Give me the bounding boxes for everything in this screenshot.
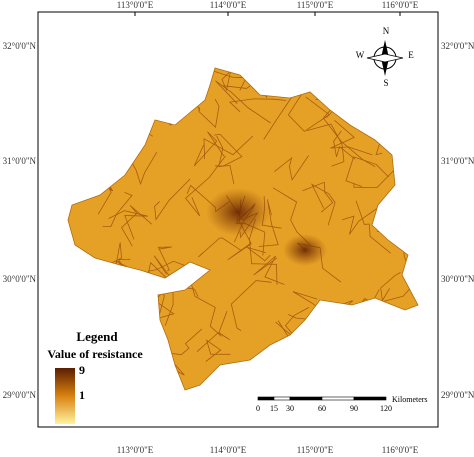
legend-ramp (55, 368, 75, 424)
compass: N S W E (356, 26, 415, 88)
scale-label: 0 (256, 404, 260, 413)
compass-s: S (383, 78, 388, 88)
lat-label-left: 29°0'0"N (3, 390, 37, 400)
lat-label-right: 30°0'0"N (441, 274, 474, 284)
compass-w: W (356, 50, 365, 60)
lon-label-top: 113°0'0"E (117, 0, 154, 10)
lat-label-left: 32°0'0"N (3, 41, 37, 51)
lon-label-top: 116°0'0"E (382, 0, 419, 10)
scale-label: 90 (350, 404, 358, 413)
compass-e: E (408, 50, 414, 60)
lon-label-top: 115°0'0"E (297, 0, 334, 10)
lat-label-left: 30°0'0"N (3, 274, 37, 284)
lon-label-bottom: 116°0'0"E (382, 445, 419, 455)
lat-label-left: 31°0'0"N (3, 156, 37, 166)
scale-segment (353, 396, 387, 401)
scale-label: 30 (286, 404, 294, 413)
legend: Legend Value of resistance 9 1 (47, 329, 143, 424)
legend-title: Legend (76, 329, 118, 344)
graticule-labels: 113°0'0"E 113°0'0"E 114°0'0"E 114°0'0"E 115°… (3, 0, 474, 455)
resistance-surface (68, 68, 418, 390)
scale-unit: Kilometers (392, 395, 428, 404)
legend-max: 9 (79, 363, 85, 377)
lon-label-bottom: 115°0'0"E (297, 445, 334, 455)
scale-segment (257, 396, 275, 401)
lat-label-right: 29°0'0"N (441, 390, 474, 400)
lon-label-bottom: 114°0'0"E (210, 445, 247, 455)
scale-label: 15 (270, 404, 278, 413)
scale-segment (289, 396, 323, 401)
lat-label-right: 32°0'0"N (441, 41, 474, 51)
scale-segment (273, 396, 291, 401)
scale-segment (321, 396, 355, 401)
compass-n: N (383, 26, 390, 36)
scale-label: 60 (318, 404, 326, 413)
scale-label: 120 (380, 404, 392, 413)
map-frame (37, 11, 439, 428)
legend-min: 1 (79, 388, 85, 402)
lon-label-bottom: 113°0'0"E (117, 445, 154, 455)
lat-label-right: 31°0'0"N (441, 156, 474, 166)
legend-subtitle: Value of resistance (47, 347, 143, 361)
lon-label-top: 114°0'0"E (210, 0, 247, 10)
scale-bar: Kilometers 0 15 30 60 90 120 (256, 395, 428, 413)
